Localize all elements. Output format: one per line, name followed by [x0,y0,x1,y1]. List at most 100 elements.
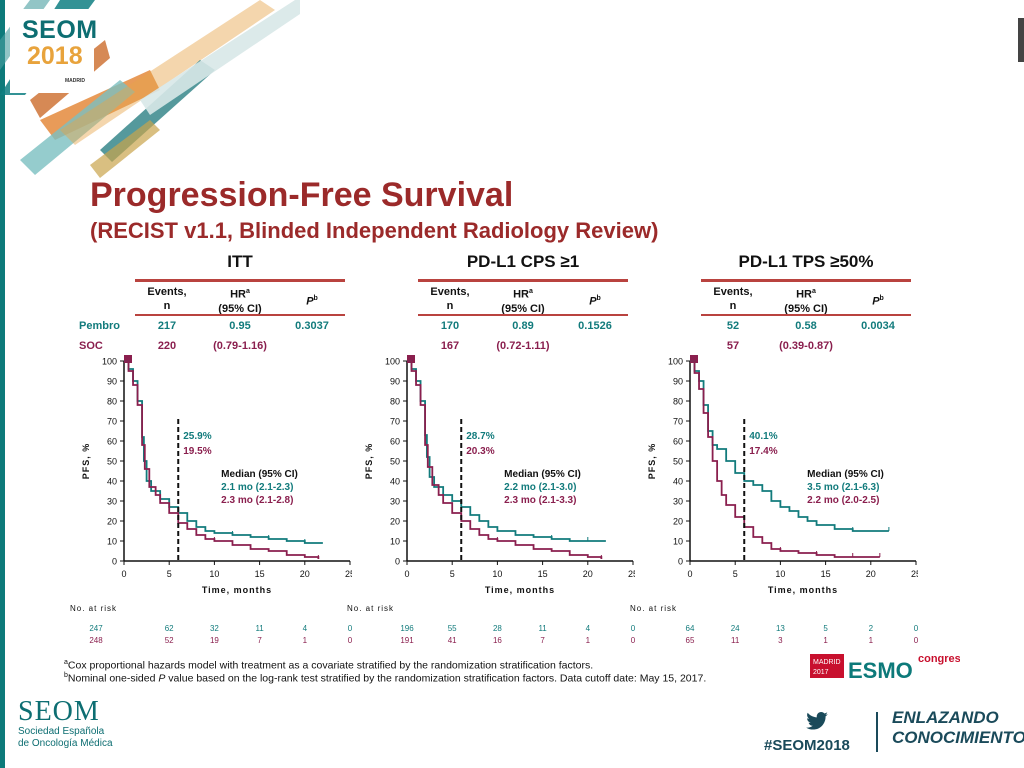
at-risk-pembro: 5 [823,624,828,633]
landmark-soc: 19.5% [183,446,211,457]
twitter-bird-icon [806,712,828,730]
y-tick-label: 40 [673,477,683,487]
y-tick-label: 60 [390,437,400,447]
y-tick-label: 0 [112,557,117,567]
y-tick-label: 30 [673,497,683,507]
at-risk-soc: 3 [778,636,783,645]
at-risk-pembro: 55 [448,624,457,633]
row-label-soc: SOC [79,340,103,352]
at-risk-pembro: 2 [869,624,874,633]
at-risk-pembro: 62 [165,624,174,633]
y-tick-label: 90 [107,377,117,387]
at-risk-pembro: 4 [586,624,591,633]
x-tick-label: 25 [628,569,635,579]
esmo-badge-line1: MADRID [813,659,841,666]
pembro-events: 217 [157,320,177,332]
km-curve-pembro [407,360,606,542]
x-tick-label: 5 [167,569,172,579]
slide-subtitle: (RECIST v1.1, Blinded Independent Radiol… [90,218,659,243]
km-panel-2: PD-L1 CPS ≥1 Events, n HRa (95% CI) Pb 170 0.89… [345,248,635,658]
at-risk-pembro: 0 [914,624,918,633]
y-tick-label: 10 [673,537,683,547]
y-tick-label: 70 [673,417,683,427]
at-risk-soc: 1 [869,636,874,645]
at-risk-soc: 7 [257,636,262,645]
median-title: Median (95% CI) [504,469,581,480]
soc-events: 57 [726,340,740,352]
corner-marker [407,355,415,363]
x-tick-label: 20 [300,569,310,579]
table-header-rule [701,314,911,316]
at-risk-soc: 1 [823,636,828,645]
pembro-events: 170 [440,320,460,332]
table-top-rule [418,279,628,282]
at-risk-soc: 52 [165,636,174,645]
at-risk-pembro: 32 [210,624,219,633]
y-tick-label: 0 [395,557,400,567]
median-pembro: 3.5 mo (2.1-6.3) [807,482,879,493]
at-risk-soc: 65 [686,636,695,645]
hr-header: HRa (95% CI) [501,288,545,315]
y-tick-label: 90 [390,377,400,387]
p-header: Pb [872,295,884,308]
slide-image [62,178,965,685]
at-risk-soc: 191 [400,636,414,645]
at-risk-pembro: 247 [89,624,103,633]
median-pembro: 2.1 mo (2.1-2.3) [221,482,293,493]
table-header-rule [418,314,628,316]
events-header: Events, n [430,286,470,312]
at-risk-pembro: 0 [631,624,635,633]
footnote-a: aCox proportional hazards model with tre… [64,659,594,672]
y-tick-label: 90 [673,377,683,387]
pembro-events: 52 [726,320,740,332]
x-tick-label: 20 [866,569,876,579]
landmark-soc: 20.3% [466,446,494,457]
tagline-line2: CONOCIMIENTO [892,728,1024,747]
corner-marker [690,355,698,363]
at-risk-label: No. at risk [347,604,394,613]
esmo-badge-line2: 2017 [813,669,829,676]
pembro-p: 0.0034 [861,320,895,332]
km-curve-soc [124,360,320,559]
table-top-rule [701,279,911,282]
at-risk-soc: 1 [303,636,308,645]
x-axis-label: Time, months [202,585,272,595]
soc-events: 220 [157,340,177,352]
landmark-pembro: 25.9% [183,431,211,442]
pembro-hr: 0.58 [795,320,817,332]
y-tick-label: 60 [673,437,683,447]
median-soc: 2.3 mo (2.1-3.3) [504,495,576,506]
table-top-rule [135,279,345,282]
x-tick-label: 10 [775,569,785,579]
y-tick-label: 40 [107,477,117,487]
y-axis-label: PFS, % [364,443,374,480]
at-risk-soc: 16 [493,636,502,645]
x-axis-label: Time, months [768,585,838,595]
esmo-congress-logo: MADRID 2017 ESMO congress [810,653,960,682]
at-risk-soc: 7 [540,636,545,645]
x-tick-label: 25 [345,569,352,579]
logo-name: SEOM [22,16,98,44]
landmark-pembro: 28.7% [466,431,494,442]
median-title: Median (95% CI) [807,469,884,480]
x-tick-label: 0 [404,569,409,579]
at-risk-soc: 19 [210,636,219,645]
x-tick-label: 15 [821,569,831,579]
seom-footer-line1: Sociedad Española [18,726,105,737]
at-risk-pembro: 11 [538,624,547,633]
landmark-soc: 17.4% [749,446,777,457]
y-tick-label: 100 [385,357,400,367]
median-soc: 2.3 mo (2.1-2.8) [221,495,293,506]
seom-2018-logo [10,9,94,93]
y-tick-label: 80 [673,397,683,407]
x-tick-label: 10 [492,569,502,579]
hashtag: #SEOM2018 [764,737,850,754]
y-tick-label: 20 [390,517,400,527]
slide-title: Progression-Free Survival [90,176,514,214]
at-risk-pembro: 28 [493,624,502,633]
y-tick-label: 60 [107,437,117,447]
at-risk-pembro: 0 [348,624,352,633]
km-plot: 01020304050607080901000510152025PFS, %Ti… [630,355,918,645]
p-header: Pb [589,295,601,308]
at-risk-pembro: 13 [776,624,785,633]
